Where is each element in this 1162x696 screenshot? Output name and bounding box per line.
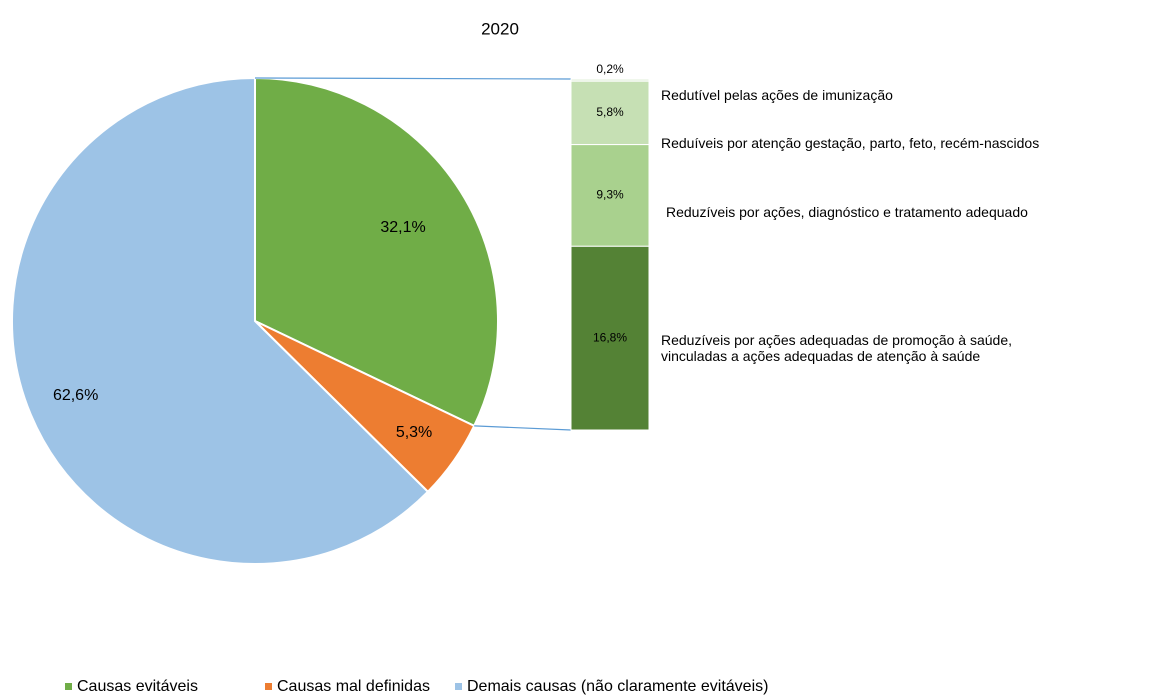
legend-label: Causas mal definidas xyxy=(277,678,430,695)
segment-category: Reduíveis por atenção gestação, parto, f… xyxy=(661,135,1040,151)
legend-marker xyxy=(265,683,272,690)
segment-label: 9,3% xyxy=(596,188,624,202)
segment-category: Reduzíveis por ações, diagnóstico e trat… xyxy=(666,204,1028,220)
segment-label: 5,8% xyxy=(596,105,624,119)
category-label: Reduíveis por atenção gestação, parto, f… xyxy=(661,135,1040,151)
segment-label: 16,8% xyxy=(593,330,627,344)
pie-slice xyxy=(254,76,499,428)
pie-slice xyxy=(11,76,430,565)
category-label: Redutível pelas ações de imunização xyxy=(661,87,893,103)
segment-label: 0,2% xyxy=(596,62,624,76)
slice-label: 32,1% xyxy=(380,219,425,236)
legend-label: Causas evitáveis xyxy=(77,678,198,695)
chart-title: 2020 xyxy=(481,19,519,38)
bar-segment xyxy=(570,245,650,431)
slice-label: 5,3% xyxy=(396,424,432,441)
segment-category: Redutível pelas ações de imunização xyxy=(661,87,893,103)
legend-label: Demais causas (não claramente evitáveis) xyxy=(467,678,768,695)
category-label: Reduzíveis por ações, diagnóstico e trat… xyxy=(666,204,1028,220)
connector xyxy=(254,77,572,80)
bar-segment xyxy=(570,144,650,247)
legend-marker xyxy=(455,683,462,690)
category-label: Reduzíveis por ações adequadas de promoç… xyxy=(661,332,1013,364)
slice-label: 62,6% xyxy=(53,387,98,404)
connector xyxy=(474,425,572,431)
legend-marker xyxy=(65,683,72,690)
bar-segment xyxy=(570,80,650,146)
segment-category: Reduzíveis por ações adequadas de promoç… xyxy=(661,332,1013,364)
